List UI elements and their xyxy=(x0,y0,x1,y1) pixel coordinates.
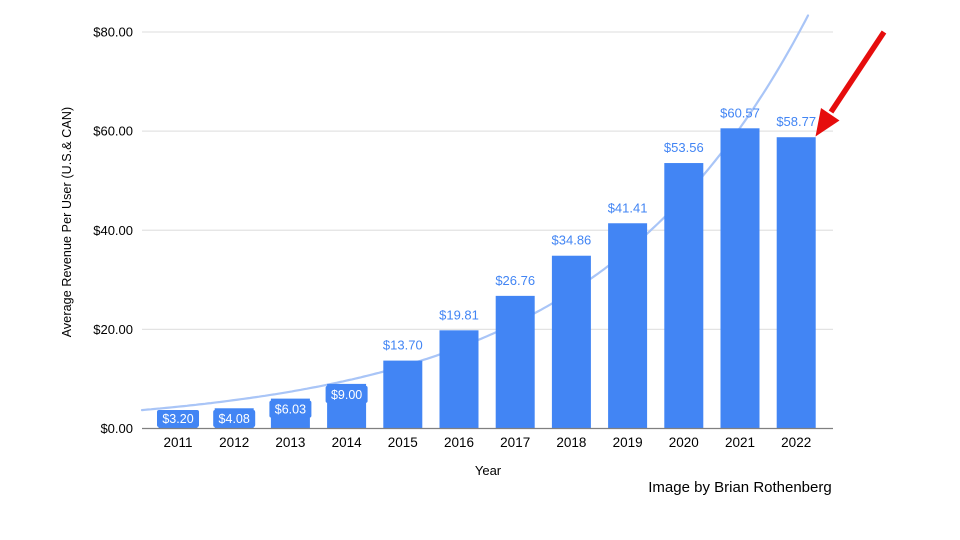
red-arrow-shaft xyxy=(828,30,887,114)
bar-2016 xyxy=(439,330,479,429)
x-tick-label-2011: 2011 xyxy=(163,435,192,450)
x-tick-label-2013: 2013 xyxy=(275,435,305,450)
bar-label-2022: $58.77 xyxy=(776,114,816,129)
y-tick-label-40: $40.00 xyxy=(93,223,133,238)
y-tick-label-20: $20.00 xyxy=(93,322,133,337)
y-axis-title: Average Revenue Per User (U.S.& CAN) xyxy=(60,106,74,338)
bar-2018 xyxy=(551,255,591,429)
x-tick-label-2016: 2016 xyxy=(444,435,474,450)
x-tick-label-2021: 2021 xyxy=(725,435,755,450)
bar-label-2011: $3.20 xyxy=(162,412,193,426)
bar-label-2021: $60.57 xyxy=(720,105,760,120)
bar-2015 xyxy=(383,360,423,429)
x-tick-label-2019: 2019 xyxy=(613,435,643,450)
x-tick-label-2018: 2018 xyxy=(556,435,586,450)
bar-label-2020: $53.56 xyxy=(664,140,704,155)
bar-label-2015: $13.70 xyxy=(383,338,423,353)
attribution-text: Image by Brian Rothenberg xyxy=(648,479,832,496)
bar-label-chip-2012 xyxy=(213,410,256,427)
bar-label-2013: $6.03 xyxy=(275,403,306,417)
red-arrow-annotation xyxy=(815,30,887,137)
bar-label-2019: $41.41 xyxy=(608,200,648,215)
y-tick-label-60: $60.00 xyxy=(93,124,133,139)
x-tick-label-2020: 2020 xyxy=(669,435,699,450)
x-tick-label-2017: 2017 xyxy=(500,435,530,450)
x-tick-label-2022: 2022 xyxy=(781,435,811,450)
bar-label-2017: $26.76 xyxy=(495,273,535,288)
bar-label-chip-2014 xyxy=(325,385,368,403)
bar-2019 xyxy=(608,223,648,429)
y-tick-label-80: $80.00 xyxy=(93,25,133,40)
bar-label-2018: $34.86 xyxy=(552,233,592,248)
bar-2017 xyxy=(495,295,535,429)
y-tick-label-0: $0.00 xyxy=(100,421,133,436)
bar-label-2016: $19.81 xyxy=(439,307,479,322)
x-tick-label-2012: 2012 xyxy=(219,435,249,450)
bar-label-2014: $9.00 xyxy=(331,388,362,402)
x-tick-label-2015: 2015 xyxy=(388,435,418,450)
bar-2020 xyxy=(664,163,704,429)
x-tick-label-2014: 2014 xyxy=(332,435,363,450)
bar-label-chip-2011 xyxy=(157,410,199,427)
bar-2022 xyxy=(776,137,816,429)
bar-2021 xyxy=(720,128,760,429)
x-axis-title: Year xyxy=(474,463,502,478)
red-arrow-head xyxy=(815,108,840,137)
bar-label-2012: $4.08 xyxy=(219,412,250,426)
bar-label-chip-2013 xyxy=(269,400,312,418)
